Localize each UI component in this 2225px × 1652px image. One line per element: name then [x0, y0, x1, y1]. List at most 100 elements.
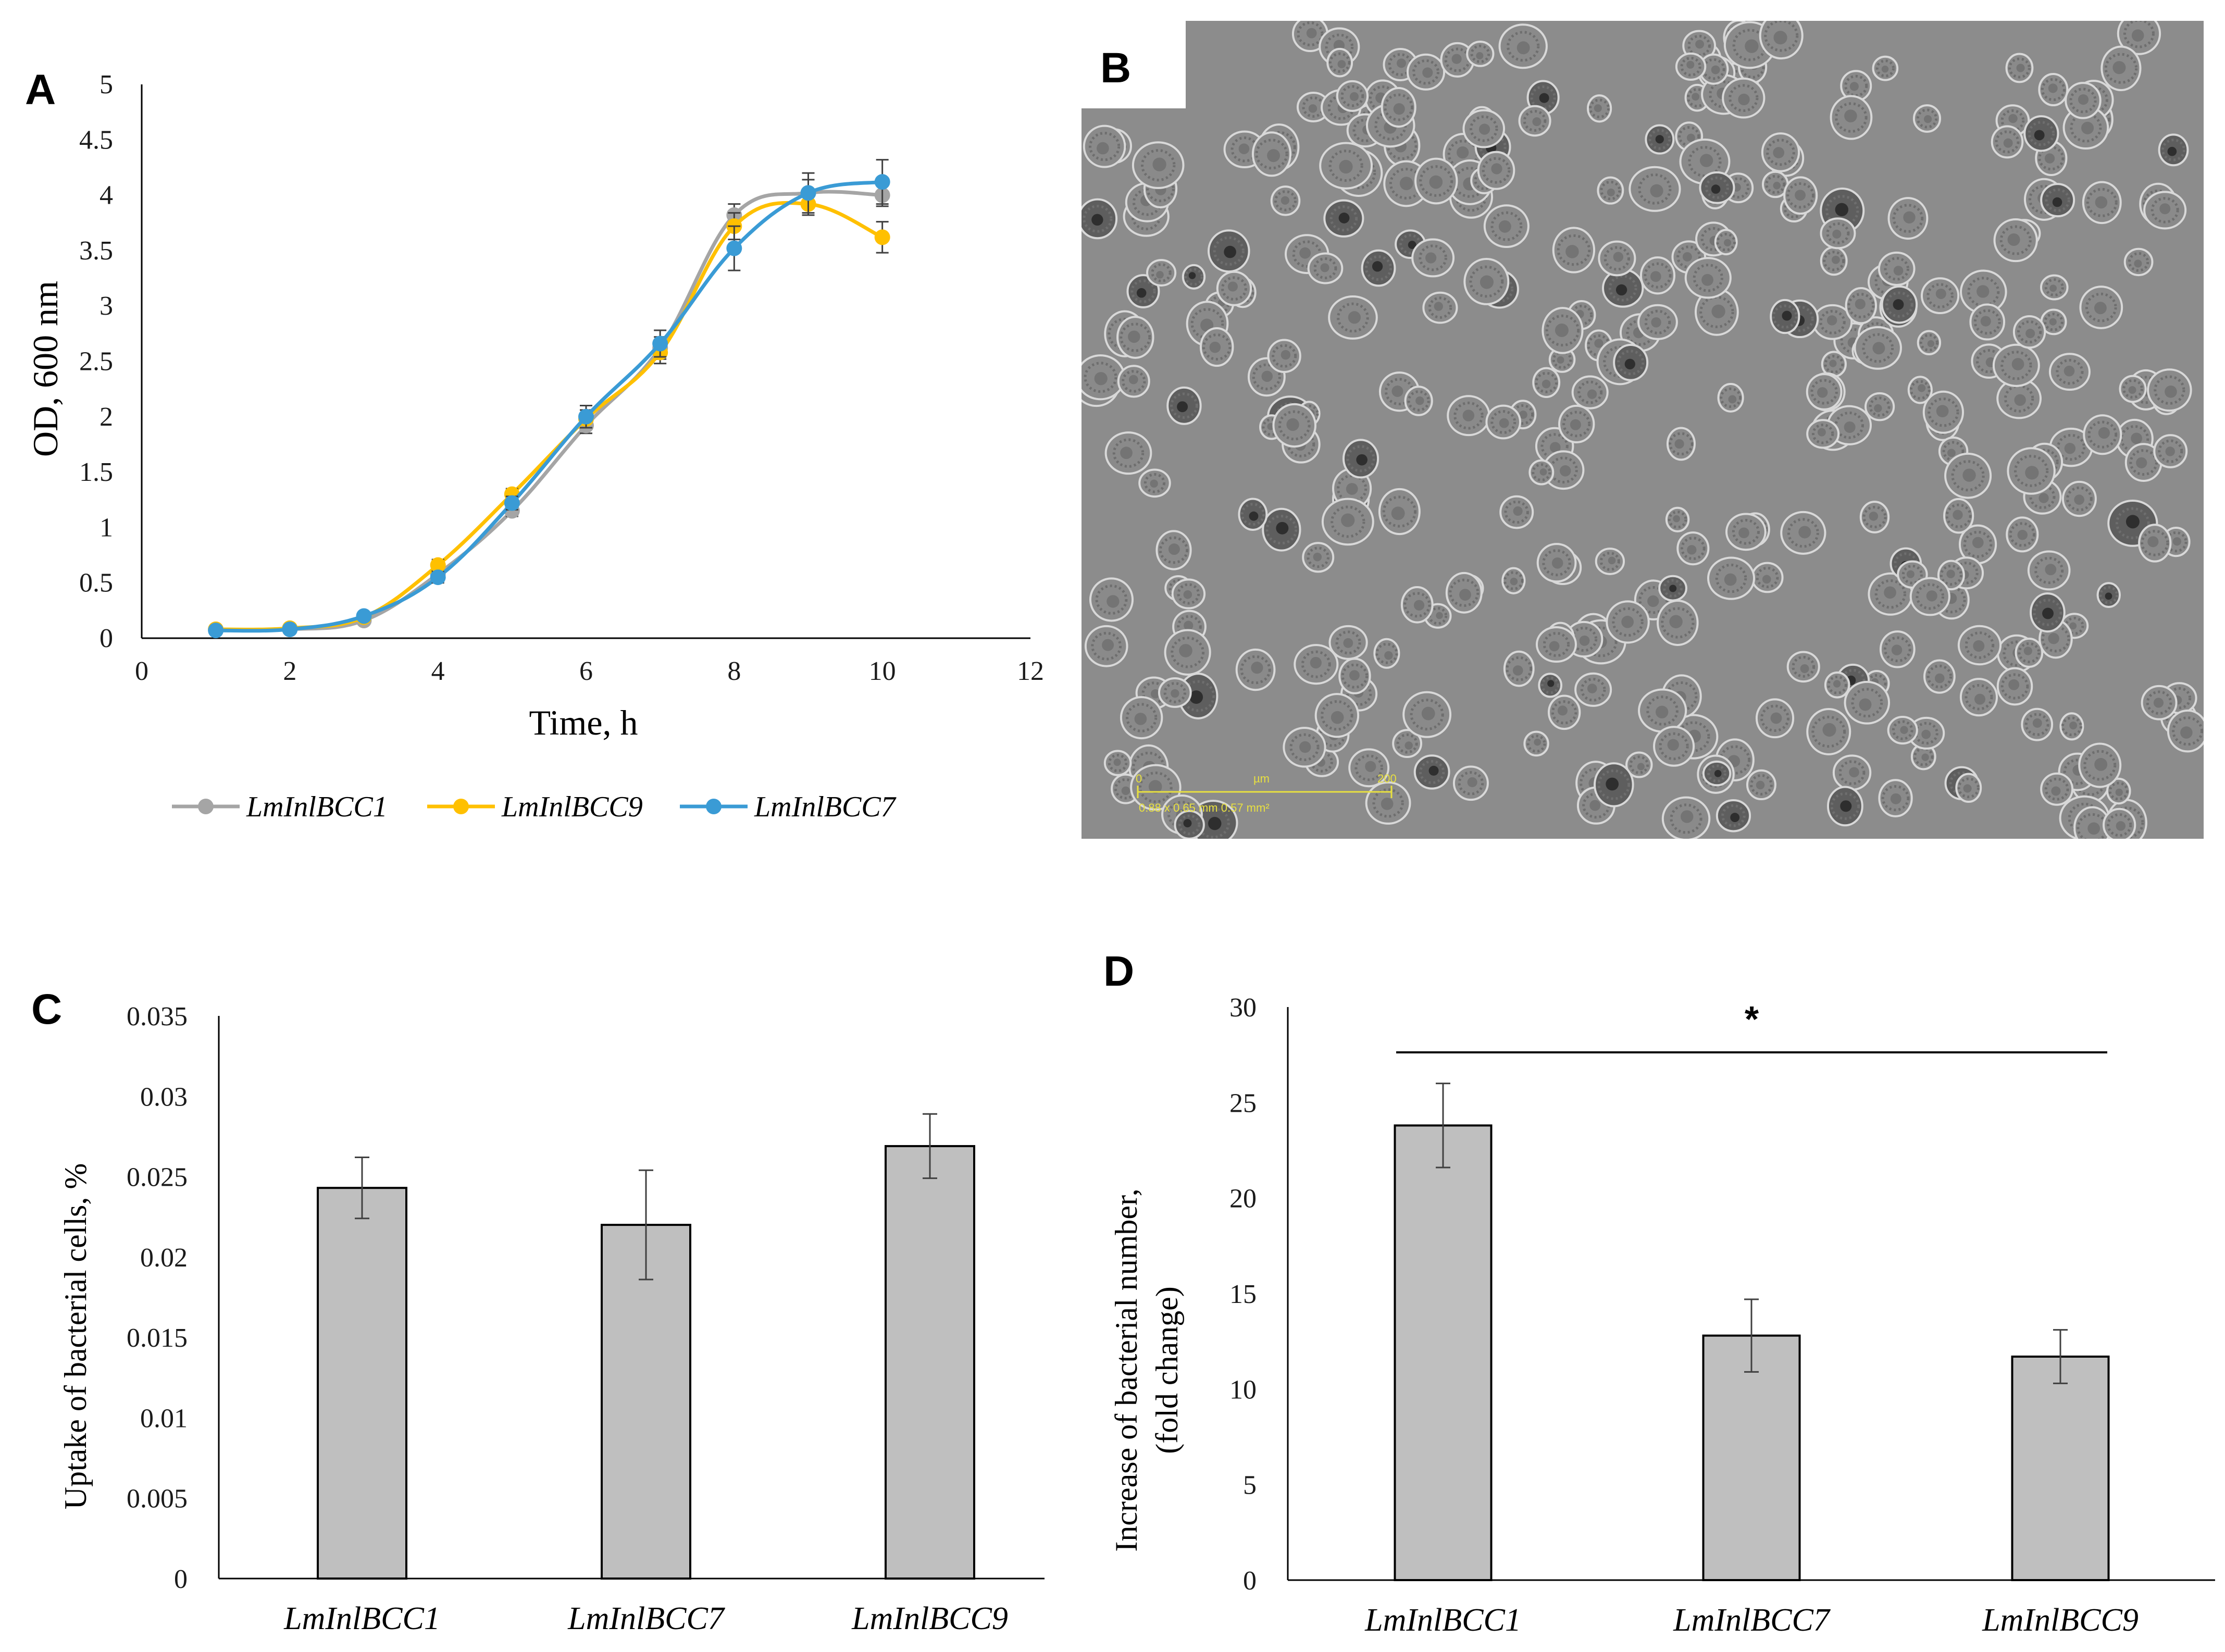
micrograph-cell — [1598, 240, 1636, 277]
micrograph-cell — [1959, 678, 1998, 717]
micrograph-cell — [1120, 696, 1163, 740]
panel-d-y-axis-title-line2: (fold change) — [1150, 1286, 1184, 1454]
micrograph-cell — [1996, 667, 2033, 706]
micrograph-cell — [2141, 685, 2178, 721]
panel-a-x-tick-label: 10 — [869, 656, 896, 686]
micrograph-cell — [1130, 764, 1182, 811]
micrograph-cell — [2006, 516, 2039, 553]
micrograph-cell — [1089, 577, 1134, 622]
micrograph-cell — [1992, 343, 2040, 387]
micrograph-cell — [1676, 531, 1710, 566]
micrograph-cell — [2061, 480, 2097, 517]
panel-a-label: A — [25, 66, 56, 114]
micrograph-cell — [1574, 672, 1612, 707]
micrograph-cell — [2005, 53, 2034, 83]
micrograph-cell — [1960, 269, 2007, 314]
micrograph-cell — [1483, 204, 1530, 249]
micrograph-cell — [1909, 577, 1950, 616]
micrograph-cell — [1707, 556, 1756, 600]
micrograph-cell — [1594, 762, 1634, 808]
micrograph-cell — [1075, 354, 1126, 401]
micrograph-cell — [1830, 95, 1873, 140]
micrograph-cell — [1666, 427, 1696, 461]
panel-a-data-point — [430, 557, 446, 573]
panel-d-y-tick-label: 20 — [1229, 1184, 1257, 1214]
micrograph-cell — [1164, 629, 1211, 676]
micrograph-cell — [2012, 315, 2046, 349]
micrograph-cell — [1665, 506, 1690, 532]
panel-a-data-point — [356, 608, 372, 624]
micrograph-cell — [1645, 124, 1675, 155]
micrograph-cell — [1661, 796, 1711, 841]
micrograph-cell — [1944, 452, 1992, 499]
micrograph-cell — [1302, 542, 1335, 573]
micrograph-cell — [2023, 115, 2059, 152]
micrograph-cell — [1323, 199, 1364, 238]
micrograph-cell — [1174, 810, 1205, 840]
micrograph-cell — [1155, 530, 1192, 570]
micrograph-cell — [2038, 72, 2069, 107]
panel-d-category-label: LmInlBCC9 — [1982, 1603, 2139, 1638]
micrograph-cell — [1083, 125, 1126, 168]
micrograph-cell — [1887, 197, 1929, 240]
micrograph-cell — [1629, 166, 1681, 212]
micrograph-cell — [1969, 303, 2006, 341]
micrograph-cell — [2065, 82, 2102, 119]
micrograph-cell — [1117, 365, 1150, 398]
micrograph-cell — [1294, 644, 1339, 685]
micrograph-cell — [1126, 274, 1160, 308]
panel-a-series-LmInlBCC1 — [208, 179, 890, 637]
panel-d-y-tick-label: 5 — [1243, 1471, 1257, 1500]
micrograph-cell — [1922, 390, 1965, 434]
micrograph-cell — [1917, 330, 1942, 355]
micrograph-cell — [1343, 439, 1379, 479]
micrograph-cell — [1955, 773, 1982, 803]
micrograph-cell — [1864, 392, 1895, 421]
micrograph-cell — [1146, 259, 1177, 287]
panel-b-micrograph: B 0 µm 200 0.88 x 0.65 mm 0.57 mm² — [1072, 11, 2208, 850]
micrograph-cell — [1912, 104, 1942, 133]
micrograph-cell — [1722, 77, 1766, 119]
panel-c-bar — [317, 1187, 407, 1580]
panel-a-data-point — [652, 336, 668, 352]
micrograph-cell — [1725, 513, 1767, 551]
micrograph-cell — [1714, 229, 1738, 256]
micrograph-cell — [1199, 327, 1234, 367]
panel-c-category-label: LmInlBCC9 — [851, 1601, 1008, 1636]
micrograph-cell — [2040, 772, 2074, 806]
panel-d-category-label: LmInlBCC7 — [1673, 1603, 1831, 1638]
panel-c-label: C — [31, 986, 62, 1033]
panel-a-data-point — [430, 569, 446, 586]
micrograph-cell — [1267, 339, 1301, 374]
micrograph-cell — [2158, 133, 2189, 167]
micrograph-cell — [1422, 291, 1458, 324]
micrograph-cell — [1606, 600, 1650, 644]
micrograph-cell — [1336, 80, 1369, 112]
micrograph-cell — [1501, 567, 1526, 594]
micrograph-cell — [1411, 238, 1455, 278]
micrograph-cell — [1920, 277, 1960, 315]
micrograph-cell — [1270, 185, 1301, 216]
micrograph-cell — [1406, 53, 1446, 91]
panel-a-y-tick-label: 3.5 — [79, 236, 113, 266]
micrograph-cell — [1381, 87, 1416, 128]
micrograph-cell — [1761, 132, 1800, 172]
panel-c-y-tick-label: 0.03 — [140, 1082, 188, 1112]
micrograph-cells — [1072, 11, 2208, 850]
micrograph-cell — [1637, 304, 1678, 340]
micrograph-cell — [2040, 183, 2075, 218]
panel-d-bar — [1394, 1124, 1493, 1582]
panel-c-bar — [885, 1145, 975, 1580]
panel-c-y-tick-label: 0.01 — [140, 1403, 188, 1433]
micrograph-cell — [1552, 227, 1596, 274]
micrograph-cell — [1958, 524, 1997, 565]
micrograph-cell — [1132, 141, 1185, 189]
panel-d-y-tick-label: 25 — [1229, 1088, 1257, 1118]
panel-a-y-tick-label: 2.5 — [79, 347, 113, 377]
micrograph-cell — [1319, 142, 1373, 190]
micrograph-cell — [1348, 748, 1390, 788]
micrograph-cell — [1923, 659, 1956, 694]
micrograph-cell — [1675, 52, 1707, 81]
micrograph-cell — [1832, 754, 1872, 791]
panel-b-label: B — [1100, 44, 1131, 92]
